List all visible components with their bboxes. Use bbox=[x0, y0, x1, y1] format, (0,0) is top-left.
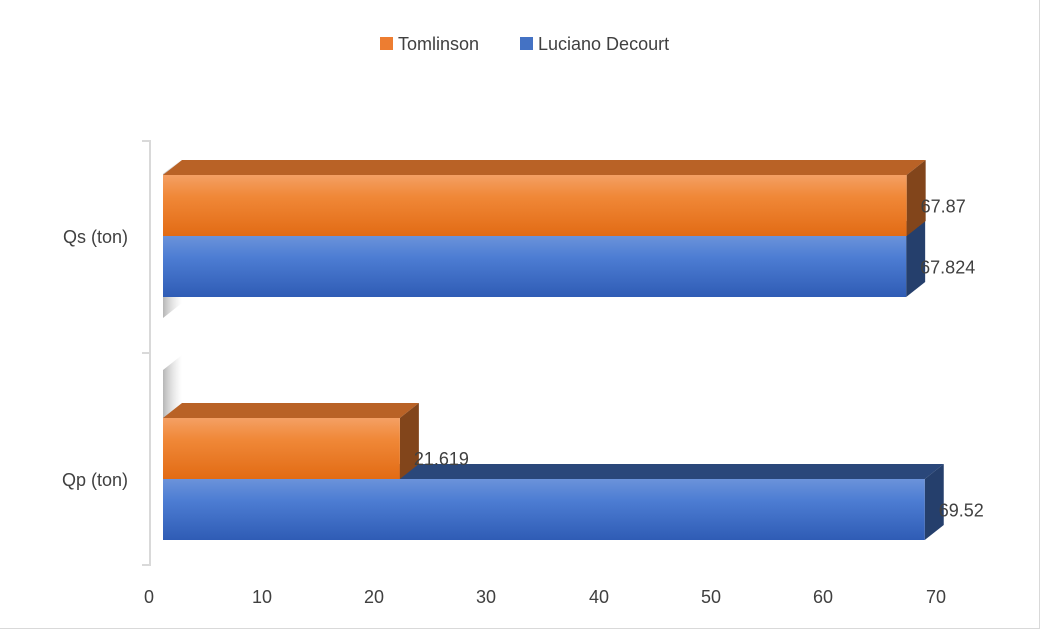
data-label-luciano-decourt-qs-ton: 67.824 bbox=[920, 258, 975, 278]
bar-side-face bbox=[924, 464, 944, 540]
bar-tomlinson-qp-ton bbox=[163, 403, 419, 479]
x-tick-label-30: 30 bbox=[476, 587, 496, 607]
bar-side-face bbox=[906, 160, 926, 236]
legend-swatch-luciano-decourt bbox=[520, 37, 533, 50]
x-tick-label-70: 70 bbox=[926, 587, 946, 607]
x-tick-label-0: 0 bbox=[144, 587, 154, 607]
x-tick-label-40: 40 bbox=[589, 587, 609, 607]
category-label-qs-ton: Qs (ton) bbox=[63, 227, 128, 247]
data-label-tomlinson-qp-ton: 21.619 bbox=[414, 449, 469, 469]
chart-legend: Tomlinson Luciano Decourt bbox=[380, 34, 669, 54]
x-axis-ticks: 0 10 20 30 40 50 60 70 bbox=[144, 587, 946, 607]
legend-label-luciano-decourt: Luciano Decourt bbox=[538, 34, 669, 54]
bar-side-face bbox=[906, 221, 926, 297]
x-tick-label-60: 60 bbox=[813, 587, 833, 607]
bar-top-face bbox=[163, 403, 419, 418]
data-labels-group: 21.619 69.52 67.87 67.824 bbox=[414, 197, 984, 521]
bar-front-face bbox=[163, 418, 400, 479]
data-label-tomlinson-qs-ton: 67.87 bbox=[921, 197, 966, 217]
bar-series-group bbox=[163, 160, 944, 540]
x-tick-label-50: 50 bbox=[701, 587, 721, 607]
category-label-qp-ton: Qp (ton) bbox=[62, 470, 128, 490]
bar-front-face bbox=[163, 175, 907, 236]
bar-front-face bbox=[163, 236, 907, 297]
bar-tomlinson-qs-ton bbox=[163, 160, 926, 236]
legend-label-tomlinson: Tomlinson bbox=[398, 34, 479, 54]
x-tick-label-10: 10 bbox=[252, 587, 272, 607]
legend-swatch-tomlinson bbox=[380, 37, 393, 50]
data-label-luciano-decourt-qp-ton: 69.52 bbox=[939, 501, 984, 521]
bar-top-face bbox=[163, 160, 926, 175]
x-tick-label-20: 20 bbox=[364, 587, 384, 607]
bar-side-face bbox=[399, 403, 419, 479]
bar-front-face bbox=[163, 479, 925, 540]
